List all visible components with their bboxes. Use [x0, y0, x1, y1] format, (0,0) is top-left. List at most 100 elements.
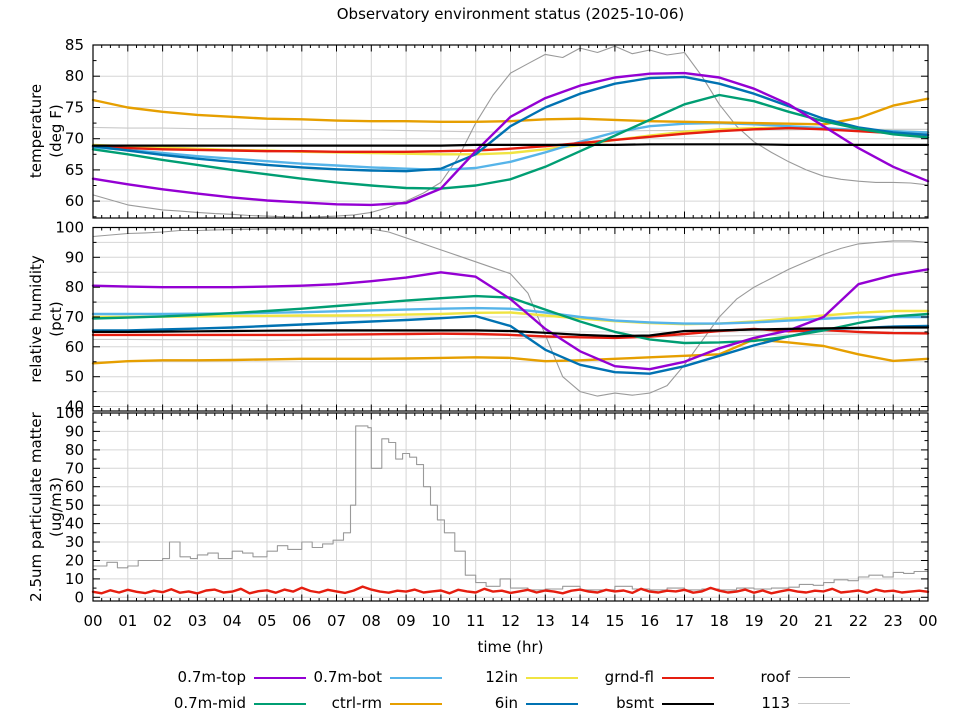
svg-text:80: 80: [65, 441, 84, 459]
svg-text:90: 90: [65, 248, 84, 266]
plot-temperature-series: [91, 45, 930, 218]
series-6in-temperature: [91, 75, 930, 173]
svg-text:06: 06: [292, 612, 311, 630]
svg-text:08: 08: [362, 612, 381, 630]
legend-label-0.7m-mid: 0.7m-mid: [173, 694, 246, 712]
legend-label-ctrl-rm: ctrl-rm: [331, 694, 382, 712]
plot-humidity-ytick-labels: 40 50 60 70 80 90 100: [55, 219, 84, 416]
svg-text:04: 04: [223, 612, 242, 630]
y-axis-label-pm-unit: (ug/m3): [47, 477, 65, 537]
y-axis-label-humidity: relative humidity (pct): [26, 255, 66, 383]
y-axis-label-humidity-unit: (pct): [47, 301, 65, 337]
svg-text:85: 85: [65, 36, 84, 54]
legend-label-bsmt: bsmt: [616, 694, 654, 712]
series-113-temperature: [92, 126, 929, 133]
plot-pm-frame: [92, 412, 929, 602]
series-roof-pm: [92, 425, 929, 591]
y-axis-label-humidity-text: relative humidity: [27, 255, 45, 383]
svg-text:01: 01: [118, 612, 137, 630]
legend-label-0.7m-top: 0.7m-top: [177, 668, 246, 686]
legend-line-roof: [798, 677, 850, 678]
svg-text:19: 19: [744, 612, 763, 630]
svg-text:40: 40: [65, 515, 84, 533]
legend-line-0.7m-mid: [254, 703, 306, 705]
svg-text:00: 00: [83, 612, 102, 630]
legend-label-113: 113: [761, 694, 790, 712]
legend-line-bsmt: [662, 703, 714, 705]
plot-humidity-frame: [92, 226, 929, 412]
legend-label-0.7m-bot: 0.7m-bot: [313, 668, 382, 686]
svg-text:60: 60: [65, 478, 84, 496]
svg-text:15: 15: [605, 612, 624, 630]
svg-text:50: 50: [65, 368, 84, 386]
svg-text:10: 10: [431, 612, 450, 630]
plot-temperature-grid: [93, 45, 928, 218]
svg-text:100: 100: [55, 219, 84, 237]
svg-text:16: 16: [640, 612, 659, 630]
svg-text:75: 75: [65, 99, 84, 117]
y-axis-label-pm: 2.5um particulate matter (ug/m3): [26, 412, 66, 602]
svg-text:50: 50: [65, 496, 84, 514]
series-grnd-fl-pm: [91, 585, 930, 595]
svg-text:70: 70: [65, 308, 84, 326]
svg-text:05: 05: [257, 612, 276, 630]
series-ctrl-rm-humidity: [91, 338, 930, 365]
svg-text:90: 90: [65, 422, 84, 440]
svg-text:13: 13: [536, 612, 555, 630]
legend-label-12in: 12in: [485, 668, 518, 686]
svg-text:60: 60: [65, 192, 84, 210]
x-axis-label: time (hr): [477, 638, 544, 656]
svg-text:07: 07: [327, 612, 346, 630]
svg-text:11: 11: [466, 612, 485, 630]
series-113-humidity: [92, 332, 929, 341]
svg-text:0: 0: [74, 588, 84, 606]
svg-text:20: 20: [65, 552, 84, 570]
svg-text:10: 10: [65, 570, 84, 588]
plot-pm-grid: [93, 413, 928, 601]
svg-text:09: 09: [397, 612, 416, 630]
series-0.7m-mid-temperature: [91, 93, 930, 190]
series-0.7m-top-temperature: [91, 71, 930, 207]
svg-text:17: 17: [675, 612, 694, 630]
legend-line-ctrl-rm: [390, 703, 442, 705]
series-grnd-fl-temperature: [91, 126, 930, 153]
svg-text:100: 100: [55, 404, 84, 422]
plot-pm-series: [91, 425, 930, 595]
legend-line-grnd-fl: [662, 677, 714, 679]
svg-text:70: 70: [65, 459, 84, 477]
legend-line-0.7m-bot: [390, 677, 442, 679]
legend-label-grnd-fl: grnd-fl: [604, 668, 654, 686]
svg-text:21: 21: [814, 612, 833, 630]
plot-humidity-grid: [93, 227, 928, 411]
legend-label-roof: roof: [760, 668, 790, 686]
y-axis-label-temperature-text: temperature: [27, 83, 45, 179]
chart-title: Observatory environment status (2025-10-…: [336, 5, 685, 23]
legend-line-0.7m-top: [254, 677, 306, 679]
legend-label-6in: 6in: [494, 694, 518, 712]
svg-text:80: 80: [65, 278, 84, 296]
svg-text:12: 12: [501, 612, 520, 630]
svg-text:65: 65: [65, 161, 84, 179]
y-axis-label-temperature-unit: (deg F): [47, 104, 65, 158]
svg-text:70: 70: [65, 130, 84, 148]
legend-line-12in: [526, 677, 578, 679]
svg-text:00: 00: [918, 612, 937, 630]
svg-text:03: 03: [188, 612, 207, 630]
series-0.7m-mid-humidity: [91, 294, 930, 345]
svg-text:18: 18: [710, 612, 729, 630]
svg-text:20: 20: [779, 612, 798, 630]
series-bsmt-temperature: [91, 143, 930, 147]
svg-text:02: 02: [153, 612, 172, 630]
svg-text:23: 23: [884, 612, 903, 630]
series-12in-humidity: [91, 309, 930, 326]
plot-temperature-ytick-labels: 60 65 70 75 80 85: [65, 36, 84, 210]
series-0.7m-top-humidity: [91, 268, 930, 371]
plot-temperature-frame: [92, 44, 929, 219]
legend-line-113: [798, 703, 850, 704]
y-axis-label-temperature: temperature (deg F): [26, 84, 66, 178]
y-axis-label-pm-text: 2.5um particulate matter: [27, 412, 45, 602]
svg-text:40: 40: [65, 398, 84, 416]
